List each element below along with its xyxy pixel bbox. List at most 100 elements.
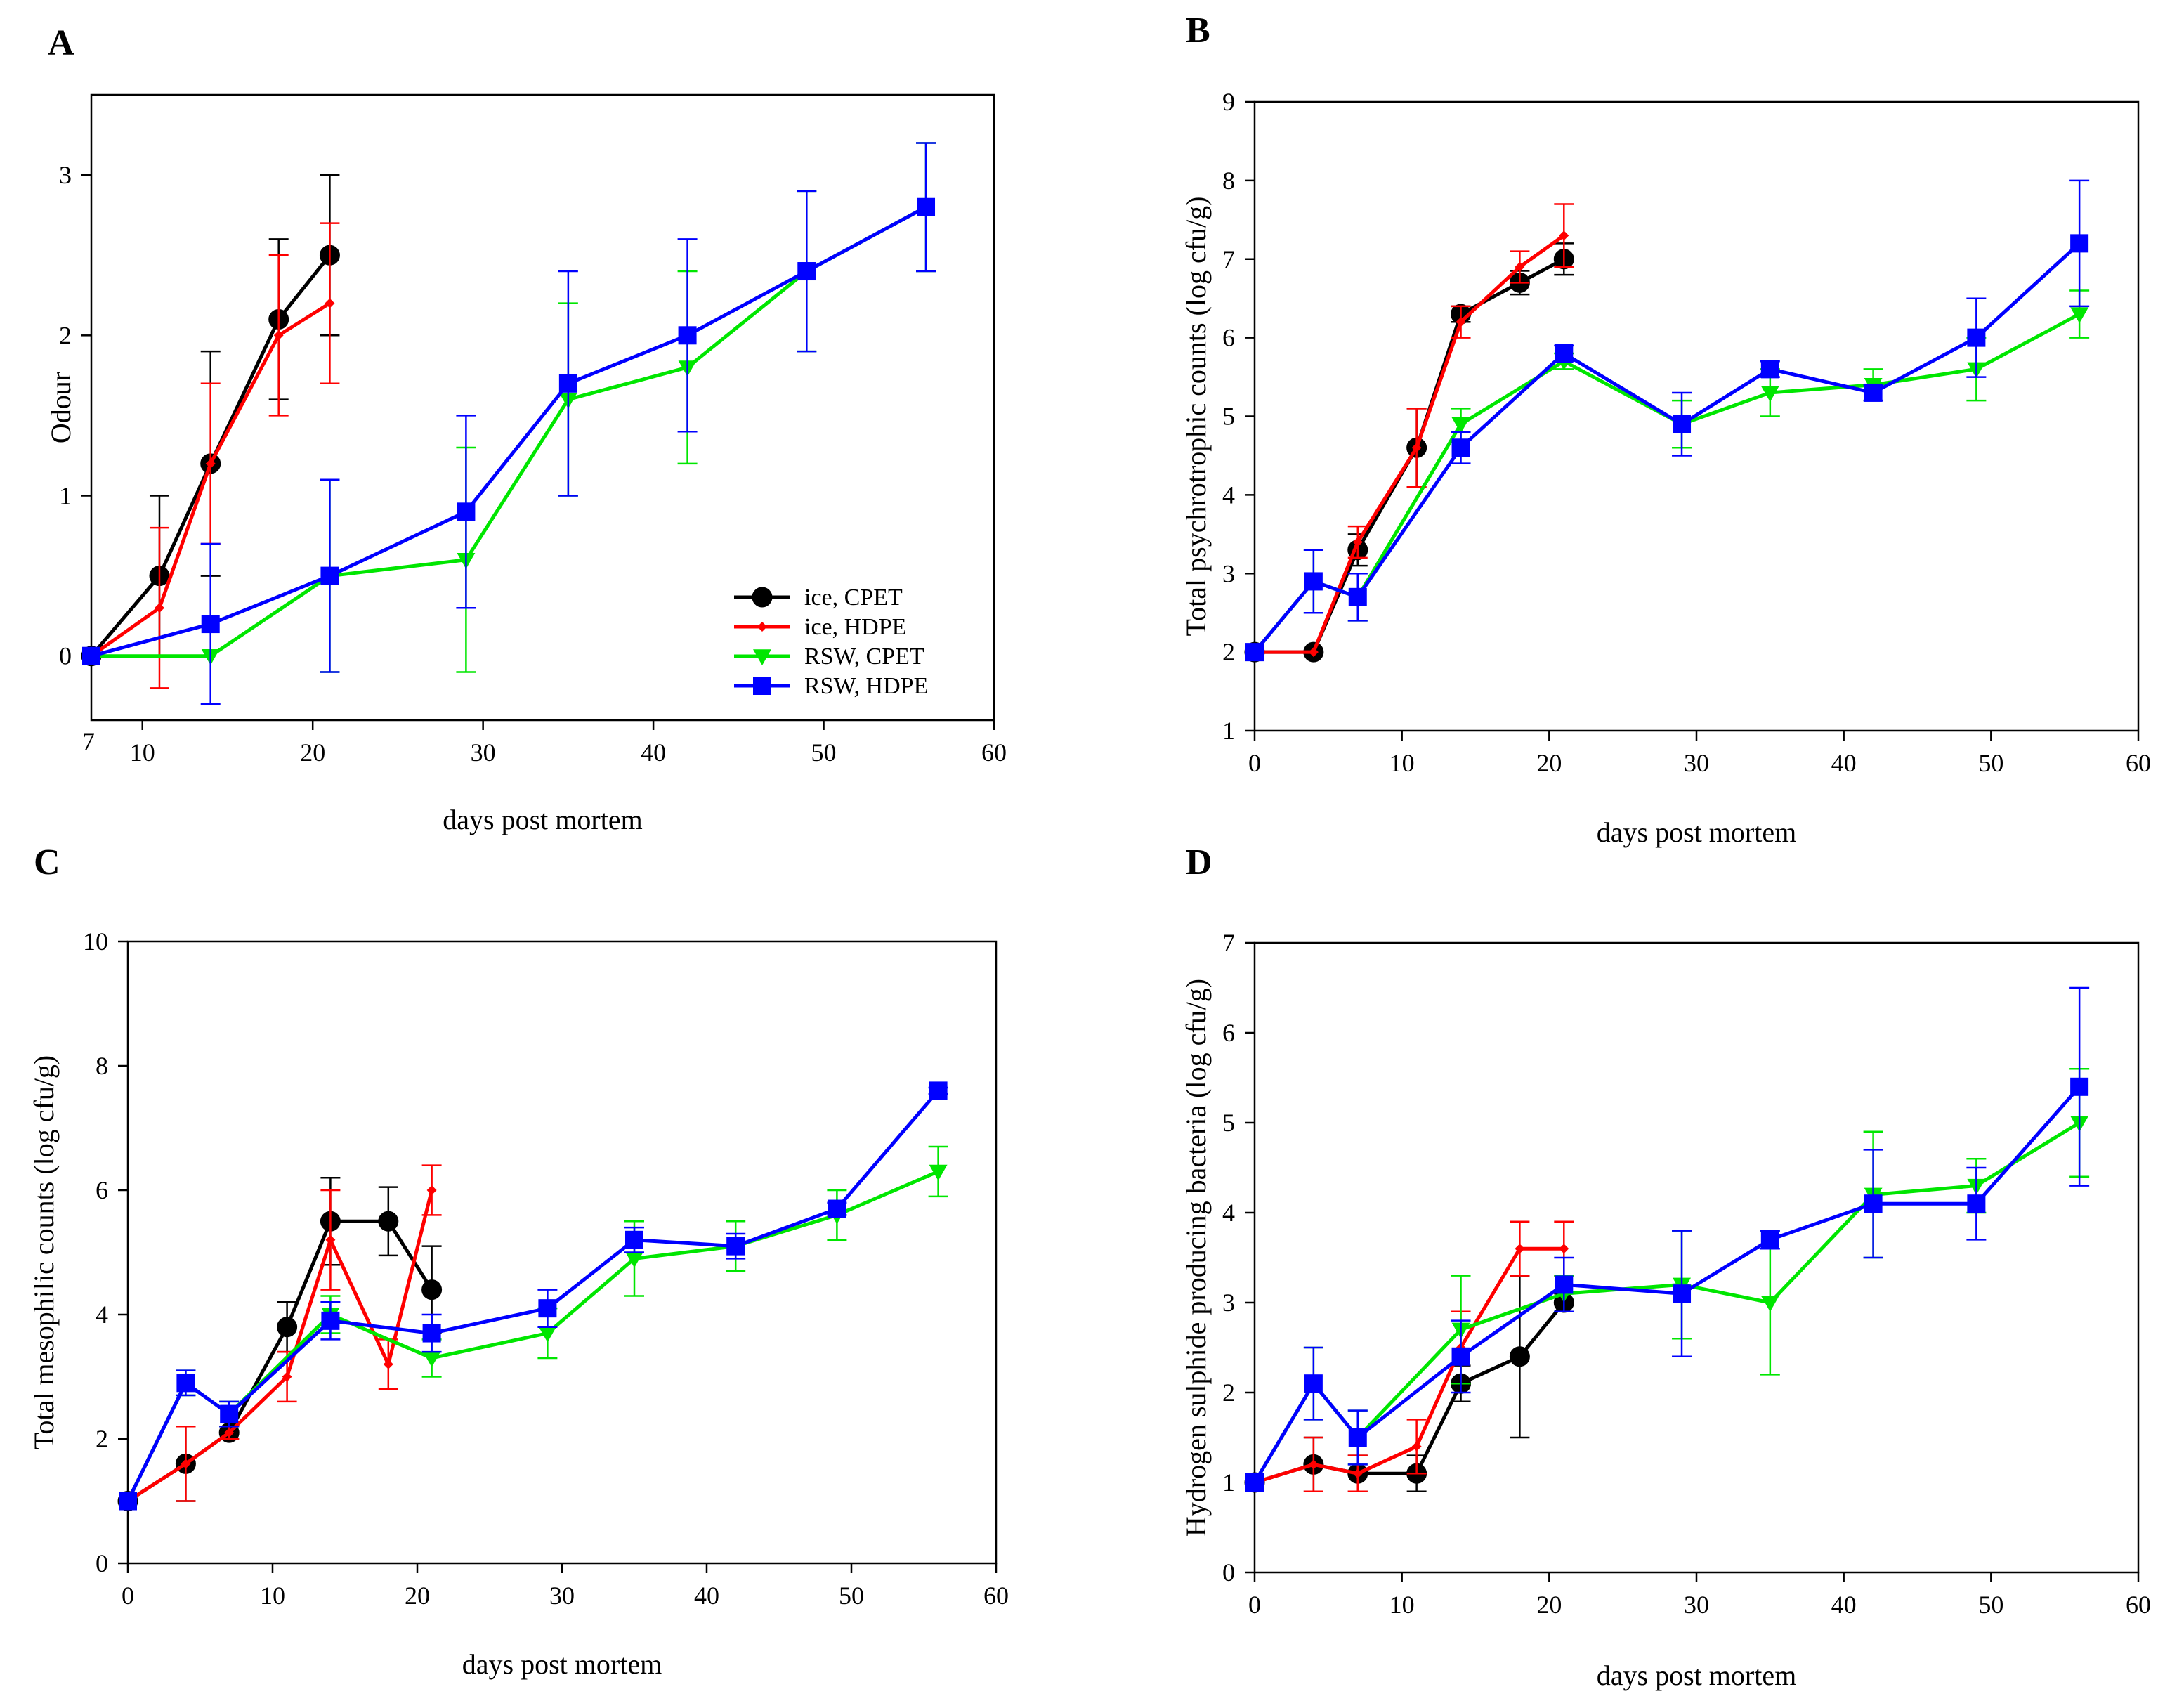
panel-b-series-rsw-hdpe — [1245, 179, 2090, 662]
data-point — [1348, 1428, 1367, 1447]
data-point — [181, 1459, 191, 1469]
panel-c-xtick-label: 20 — [405, 1582, 430, 1610]
legend-marker — [752, 587, 773, 608]
data-point — [538, 1299, 557, 1318]
data-point — [422, 1324, 441, 1343]
data-point — [1864, 1194, 1883, 1213]
data-point — [625, 1251, 643, 1268]
panel-b-xtick-label: 10 — [1389, 749, 1415, 777]
data-point — [1352, 537, 1363, 547]
data-point — [282, 1371, 292, 1382]
data-point — [378, 1211, 399, 1232]
data-point — [1245, 1473, 1264, 1492]
panel-b-xtick-label: 40 — [1831, 749, 1857, 777]
legend-label: RSW, CPET — [804, 644, 924, 670]
panel-c-xtick-label: 60 — [983, 1582, 1009, 1610]
series-line — [126, 1089, 940, 1502]
panel-d: D 0 10 20 30 40 50 60 0 1 2 3 4 5 6 7 days post mortem H… — [1180, 842, 2151, 1691]
data-point — [320, 566, 339, 585]
data-point — [1509, 1346, 1530, 1367]
legend-label: RSW, HDPE — [804, 673, 928, 699]
panel-d-ytick-label: 2 — [1222, 1378, 1235, 1407]
panel-a-ytick-label: 1 — [59, 482, 72, 510]
panel-a-ytick-label: 2 — [59, 321, 72, 349]
data-point — [201, 615, 220, 634]
data-point — [1555, 1275, 1574, 1294]
panel-b-ytick-label: 2 — [1222, 638, 1235, 666]
panel-b-ytick-label: 6 — [1222, 324, 1235, 352]
panel-a-xtick-label-extra: 7 — [82, 727, 95, 755]
data-point — [1559, 230, 1569, 241]
panel-b-xtick-label: 60 — [2126, 749, 2151, 777]
panel-a-legend: ice, CPET ice, HDPE RSW, CPET RSW, HDPE — [734, 585, 928, 699]
panel-a-plot-frame — [90, 93, 995, 722]
panel-d-xtick-label: 30 — [1684, 1591, 1709, 1619]
data-point — [2070, 234, 2089, 253]
panel-c-series-rsw-hdpe — [119, 1081, 948, 1511]
panel-d-ytick-label: 7 — [1222, 929, 1235, 957]
data-point — [2070, 1077, 2089, 1096]
panel-d-ytick-label: 3 — [1222, 1289, 1235, 1317]
panel-b-xtick-label: 50 — [1978, 749, 2003, 777]
data-point — [426, 1185, 437, 1195]
data-point — [1967, 328, 1986, 347]
data-point — [678, 326, 697, 345]
data-point — [1304, 572, 1323, 591]
panel-c-ytick-label: 8 — [96, 1052, 108, 1080]
data-point — [1515, 1244, 1525, 1254]
panel-c-xtick-label: 50 — [839, 1582, 864, 1610]
data-point — [797, 262, 816, 281]
panel-a-ytick-label: 0 — [59, 642, 72, 670]
panel-c-xtick-label: 0 — [122, 1582, 134, 1610]
panel-a-xtick-label: 20 — [300, 738, 325, 767]
panel-b-ytick-label: 8 — [1222, 167, 1235, 195]
panel-c-ytick-label: 4 — [96, 1300, 108, 1329]
panel-a-xtick-label: 50 — [811, 738, 837, 767]
data-point — [1308, 647, 1319, 658]
data-point — [929, 1081, 948, 1100]
legend-marker — [757, 622, 767, 632]
data-point — [220, 1404, 239, 1423]
series-line — [91, 205, 927, 658]
data-point — [1348, 587, 1367, 606]
panel-d-xtick-label: 10 — [1389, 1591, 1415, 1619]
panel-a-ytick-label: 3 — [59, 161, 72, 189]
panel-d-xtick-label: 40 — [1831, 1591, 1857, 1619]
data-point — [1760, 1230, 1779, 1249]
panel-c-ytick-label: 10 — [83, 927, 108, 956]
data-point — [1760, 360, 1779, 379]
panel-a-xtick-label: 60 — [981, 738, 1007, 767]
data-point — [1451, 417, 1470, 433]
data-point — [1411, 1441, 1422, 1452]
data-point — [325, 298, 335, 308]
data-point — [1673, 415, 1692, 433]
data-point — [1864, 383, 1883, 402]
panel-c-ytick-label: 6 — [96, 1176, 108, 1204]
data-point — [1967, 1194, 1986, 1213]
panel-c-y-axis-title: Total mesophilic counts (log cfu/g) — [28, 1055, 60, 1450]
data-point — [929, 1164, 948, 1181]
panel-b-ytick-label: 7 — [1222, 245, 1235, 273]
panel-a-y-axis-title: Odour — [45, 372, 77, 443]
panel-a-xtick-label: 10 — [130, 738, 155, 767]
panel-c-ytick-label: 2 — [96, 1425, 108, 1453]
panel-b: B 0 10 20 30 40 50 60 1 2 3 4 5 6 7 8 9 days post mortem… — [1180, 11, 2151, 848]
panel-a-xtick-label: 30 — [471, 738, 496, 767]
series-line — [1253, 1086, 2081, 1484]
legend-marker — [753, 649, 771, 665]
data-point — [176, 1374, 195, 1393]
data-point — [1308, 1459, 1319, 1470]
panel-c-xtick-label: 10 — [260, 1582, 285, 1610]
data-point — [383, 1359, 393, 1369]
panel-b-y-axis-title: Total psychrotrophic counts (log cfu/g) — [1180, 197, 1212, 637]
panel-b-xtick-label: 30 — [1684, 749, 1709, 777]
panel-c-xtick-label: 30 — [549, 1582, 575, 1610]
data-point — [1245, 643, 1264, 662]
legend-marker — [753, 677, 771, 695]
data-point — [273, 330, 284, 341]
panel-d-ytick-label: 6 — [1222, 1019, 1235, 1047]
panel-b-ytick-label: 4 — [1222, 481, 1235, 509]
